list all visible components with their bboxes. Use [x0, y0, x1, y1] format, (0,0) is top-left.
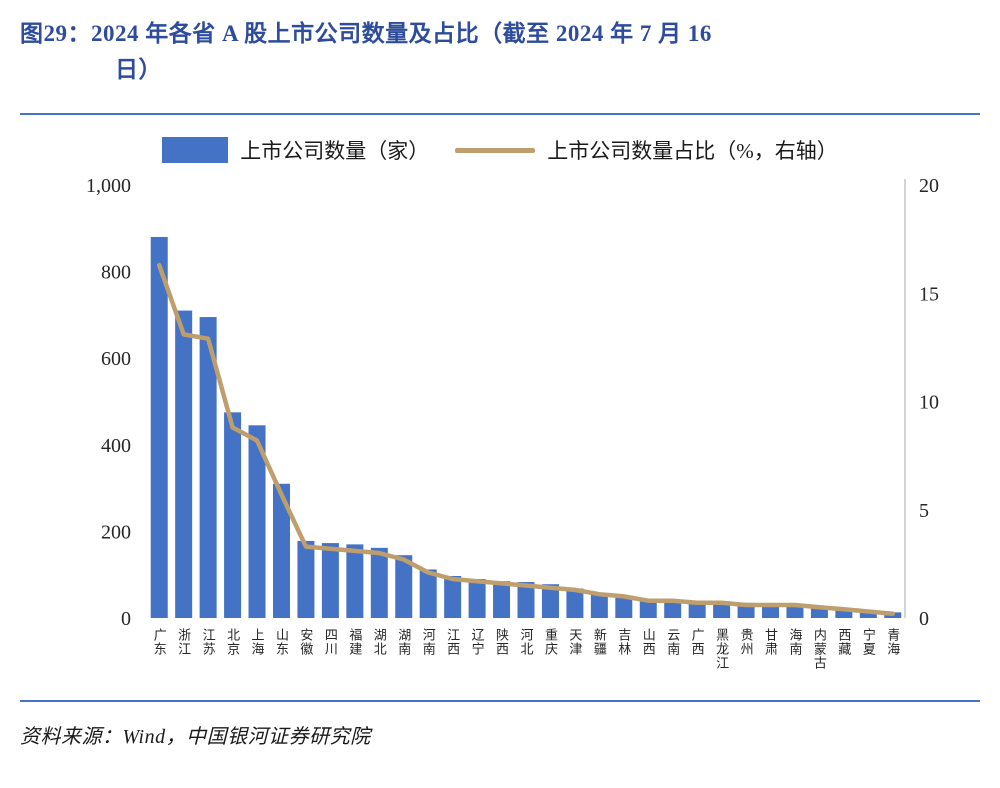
bar-江苏 — [199, 317, 217, 619]
bar-江西 — [444, 576, 462, 619]
right-axis-tick-label: 15 — [919, 284, 939, 306]
bar-series-swatch — [162, 137, 229, 164]
x-axis-label-辽宁: 辽宁 — [470, 628, 485, 656]
right-axis-tick-label: 20 — [919, 175, 939, 197]
bar-浙江 — [175, 310, 193, 619]
x-axis-label-福建: 福建 — [347, 628, 362, 656]
bar-重庆 — [541, 584, 559, 619]
left-axis-tick-label: 800 — [101, 262, 131, 284]
bar-黑龙江 — [713, 601, 731, 619]
figure-title-line1: 图29：2024 年各省 A 股上市公司数量及占比（截至 2024 年 7 月 … — [20, 21, 712, 46]
x-axis-label-湖北: 湖北 — [372, 628, 387, 656]
x-axis-label-陕西: 陕西 — [494, 628, 509, 656]
bar-line-chart: 0 200 400 600 800 1,000 0 5 10 15 20 广东 浙江 江苏 北京 上海 山东 安徽… — [86, 175, 939, 671]
bar-宁夏 — [859, 611, 877, 619]
left-axis-tick-label: 1,000 — [86, 175, 131, 197]
bar-河南 — [419, 569, 437, 619]
x-axis-label-新疆: 新疆 — [592, 628, 607, 657]
x-axis-label-安徽: 安徽 — [298, 628, 313, 656]
bar-广东 — [150, 237, 168, 619]
bar-福建 — [346, 544, 364, 619]
x-axis-label-黑龙江: 黑龙江 — [714, 628, 729, 670]
bar-湖南 — [395, 555, 413, 619]
x-axis-label-江苏: 江苏 — [201, 628, 216, 656]
bar-河北 — [517, 582, 535, 619]
x-axis-label-上海: 上海 — [250, 628, 265, 656]
bar-内蒙古 — [810, 607, 828, 619]
right-axis-tick-label: 10 — [919, 392, 939, 414]
bar-安徽 — [297, 541, 315, 619]
left-axis-tick-label: 400 — [101, 435, 131, 457]
x-axis-label-天津: 天津 — [567, 628, 582, 656]
x-axis-label-云南: 云南 — [665, 628, 680, 656]
right-axis-tick-label: 0 — [919, 608, 929, 630]
x-axis-label-河南: 河南 — [421, 628, 436, 656]
left-axis-tick-label: 600 — [101, 348, 131, 370]
x-axis-label-河北: 河北 — [519, 628, 534, 656]
x-axis-label-贵州: 贵州 — [739, 628, 754, 656]
x-axis-label-宁夏: 宁夏 — [861, 628, 876, 657]
x-axis-label-海南: 海南 — [787, 628, 802, 656]
bar-北京 — [224, 412, 242, 619]
bar-云南 — [664, 600, 682, 619]
x-axis-label-吉林: 吉林 — [616, 628, 631, 656]
x-axis-label-重庆: 重庆 — [543, 628, 558, 657]
chart-area: 上市公司数量（家） 上市公司数量占比（%，右轴） 0 200 400 600 800 1,… — [20, 129, 980, 694]
line-series-swatch — [455, 147, 536, 153]
x-axis-label-西藏: 西藏 — [836, 628, 851, 656]
source-note: 资料来源：Wind，中国银河证券研究院 — [20, 726, 371, 749]
x-axis-label-甘肃: 甘肃 — [763, 628, 778, 656]
figure-title-line2: 日） — [115, 56, 162, 82]
legend-item-line: 上市公司数量占比（%，右轴） — [455, 135, 838, 165]
bar-甘肃 — [762, 603, 780, 619]
x-axis-label-湖南: 湖南 — [396, 628, 411, 656]
x-axis-label-青海: 青海 — [885, 628, 900, 656]
x-axis-label-广东: 广东 — [152, 628, 167, 656]
bar-新疆 — [590, 593, 608, 619]
x-axis-label-北京: 北京 — [225, 628, 240, 656]
bottom-divider-line — [20, 700, 980, 703]
bar-吉林 — [615, 595, 633, 619]
line-series-label: 上市公司数量占比（%，右轴） — [547, 139, 838, 164]
bar-西藏 — [835, 608, 853, 619]
bar-山东 — [272, 484, 290, 619]
legend-item-bars: 上市公司数量（家） — [162, 135, 429, 165]
x-axis-label-山东: 山东 — [274, 628, 289, 656]
bar-上海 — [248, 425, 266, 619]
chart-legend: 上市公司数量（家） 上市公司数量占比（%，右轴） — [20, 129, 980, 171]
top-divider-line — [20, 113, 980, 116]
x-axis-label-江西: 江西 — [445, 628, 460, 656]
bar-series-label: 上市公司数量（家） — [240, 139, 430, 164]
x-axis-label-内蒙古: 内蒙古 — [812, 628, 827, 671]
right-axis-tick-label: 5 — [919, 500, 929, 522]
left-axis-tick-label: 0 — [121, 608, 131, 630]
left-axis-tick-label: 200 — [101, 522, 131, 544]
bar-陕西 — [493, 581, 511, 619]
bar-四川 — [321, 543, 339, 619]
bar-海南 — [786, 605, 804, 619]
figure-title: 图29：2024 年各省 A 股上市公司数量及占比（截至 2024 年 7 月 … — [0, 0, 1000, 87]
bar-辽宁 — [468, 579, 486, 619]
bar-山西 — [639, 600, 657, 619]
bar-天津 — [566, 588, 584, 619]
bar-湖北 — [370, 548, 388, 619]
x-axis-label-浙江: 浙江 — [176, 628, 191, 656]
x-axis-label-山西: 山西 — [641, 628, 656, 656]
x-axis-label-广西: 广西 — [690, 628, 705, 656]
pct-line-series — [156, 263, 896, 617]
x-axis-label-四川: 四川 — [323, 628, 338, 656]
